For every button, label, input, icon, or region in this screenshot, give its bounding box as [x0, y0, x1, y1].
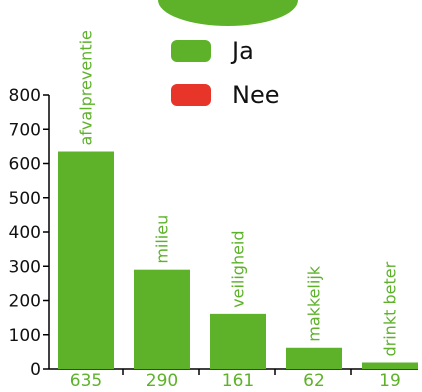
y-tick-label: 400 [9, 223, 41, 243]
bar [286, 347, 342, 369]
legend-swatch [171, 40, 211, 62]
y-tick-label: 200 [9, 292, 41, 312]
category-label: veiligheid [229, 230, 248, 307]
y-tick-label: 600 [9, 155, 41, 175]
y-tick-label: 0 [30, 360, 41, 380]
category-label: drinkt beter [381, 261, 400, 356]
value-label: 62 [303, 371, 325, 387]
y-tick-label: 700 [9, 120, 41, 140]
value-label: 161 [222, 371, 254, 387]
bar [362, 362, 418, 369]
legend-label: Ja [230, 37, 254, 65]
y-tick-label: 500 [9, 189, 41, 209]
bar [210, 313, 266, 369]
y-tick-label: 100 [9, 326, 41, 346]
legend: Ja Nee [171, 37, 279, 109]
category-label: milieu [153, 215, 172, 264]
legend-swatch [171, 84, 211, 106]
value-label: 290 [146, 371, 178, 387]
y-tick-label: 300 [9, 257, 41, 277]
axes: 0 100 200 300 400 500 600 700 800 [9, 86, 418, 380]
bar [134, 269, 190, 369]
bars: afvalpreventie 635 milieu 290 veiligheid 161 m… [58, 30, 418, 391]
category-label: afvalpreventie [77, 30, 96, 145]
bar [58, 151, 114, 369]
category-label: makkelijk [305, 265, 324, 342]
legend-label: Nee [232, 81, 279, 109]
y-tick-label: 800 [9, 86, 41, 106]
top-decoration [158, 0, 298, 26]
value-label: 635 [70, 371, 102, 387]
value-label: 19 [379, 371, 401, 387]
